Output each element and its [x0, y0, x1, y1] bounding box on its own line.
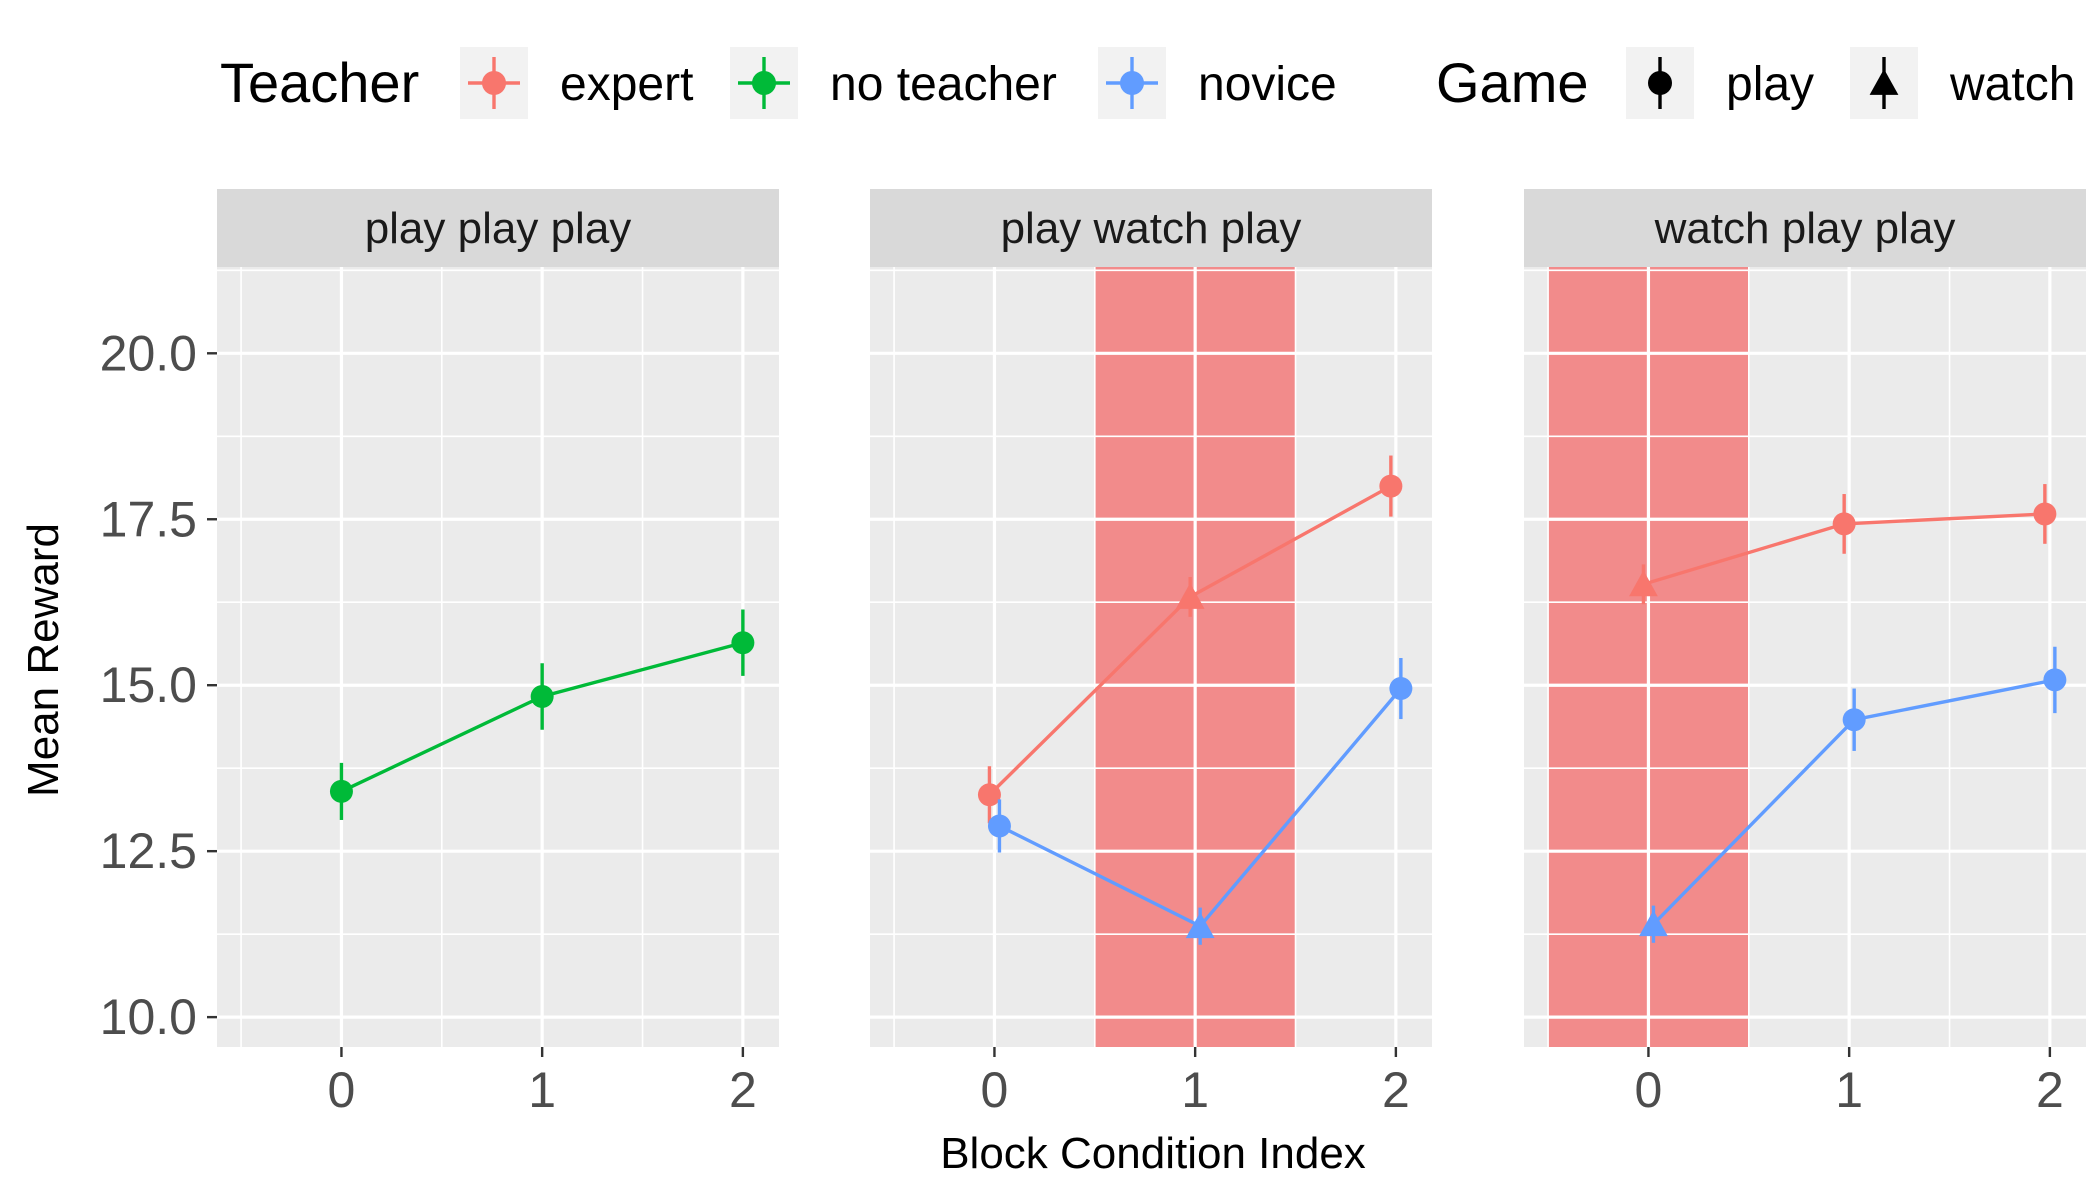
data-point-watch [1175, 582, 1205, 609]
legend-label-no-teacher: no teacher [830, 58, 1057, 111]
series-novice [1639, 646, 2067, 943]
facet-strip-label: play watch play [1001, 204, 1302, 253]
x-tick-label: 0 [981, 1062, 1009, 1118]
legend-label-expert: expert [560, 58, 693, 111]
x-tick-label: 0 [1635, 1062, 1663, 1118]
legend-label-play: play [1726, 58, 1814, 111]
x-axis-title: Block Condition Index [940, 1129, 1366, 1178]
data-point-play [731, 631, 755, 655]
facet-strip [870, 189, 1432, 267]
legend-title-teacher: Teacher [220, 51, 419, 114]
y-tick-label: 10.0 [100, 989, 197, 1045]
x-tick-label: 1 [1835, 1062, 1863, 1118]
x-tick-label: 2 [1382, 1062, 1410, 1118]
data-point-watch [1185, 912, 1215, 939]
legend-key-point [482, 71, 506, 95]
series-no-teacher [329, 609, 755, 820]
panel-1: play play play 0 1 2 [217, 189, 779, 1118]
legend: Teacher expert no teacher novice Game play wat… [220, 47, 2075, 119]
data-point-play [1832, 512, 1856, 536]
data-point-play [1379, 474, 1403, 498]
x-tick-label: 2 [2036, 1062, 2064, 1118]
facet-strip-label: watch play play [1654, 204, 1956, 253]
legend-key-point [752, 71, 776, 95]
x-tick-label: 1 [1181, 1062, 1209, 1118]
y-tick-label: 15.0 [100, 657, 197, 713]
data-point-watch [1639, 910, 1668, 937]
facet-strip [217, 189, 779, 267]
panel-2: play watch play 0 1 2 [870, 189, 1432, 1118]
y-tick-label: 12.5 [100, 823, 197, 879]
panel-3: watch play play 0 1 2 [1524, 189, 2086, 1118]
facet-strip [1524, 189, 2086, 267]
data-point-play [2043, 668, 2067, 692]
data-point-play [1389, 677, 1413, 701]
data-point-play [2033, 502, 2057, 526]
x-tick-label: 2 [729, 1062, 757, 1118]
series-expert [1629, 484, 2057, 605]
facet-strip-label: play play play [365, 204, 632, 253]
legend-title-game: Game [1436, 51, 1589, 114]
data-point-play [530, 684, 554, 708]
data-point-play [977, 783, 1001, 807]
legend-label-novice: novice [1198, 58, 1337, 111]
y-tick-label: 17.5 [100, 491, 197, 547]
series-expert [977, 455, 1403, 824]
legend-label-watch: watch [1949, 58, 2075, 111]
data-point-play [1842, 708, 1866, 732]
x-tick-label: 1 [528, 1062, 556, 1118]
legend-key-circle [1648, 71, 1672, 95]
series-novice [987, 657, 1413, 945]
legend-key-point [1120, 71, 1144, 95]
data-point-play [329, 779, 353, 803]
x-tick-label: 0 [328, 1062, 356, 1118]
y-axis-title: Mean Reward [19, 523, 68, 797]
legend-key-triangle [1869, 69, 1899, 95]
data-point-play [987, 814, 1011, 838]
data-point-watch [1629, 570, 1658, 597]
y-axis: 10.0 12.5 15.0 17.5 20.0 [100, 325, 217, 1045]
y-tick-label: 20.0 [100, 325, 197, 381]
